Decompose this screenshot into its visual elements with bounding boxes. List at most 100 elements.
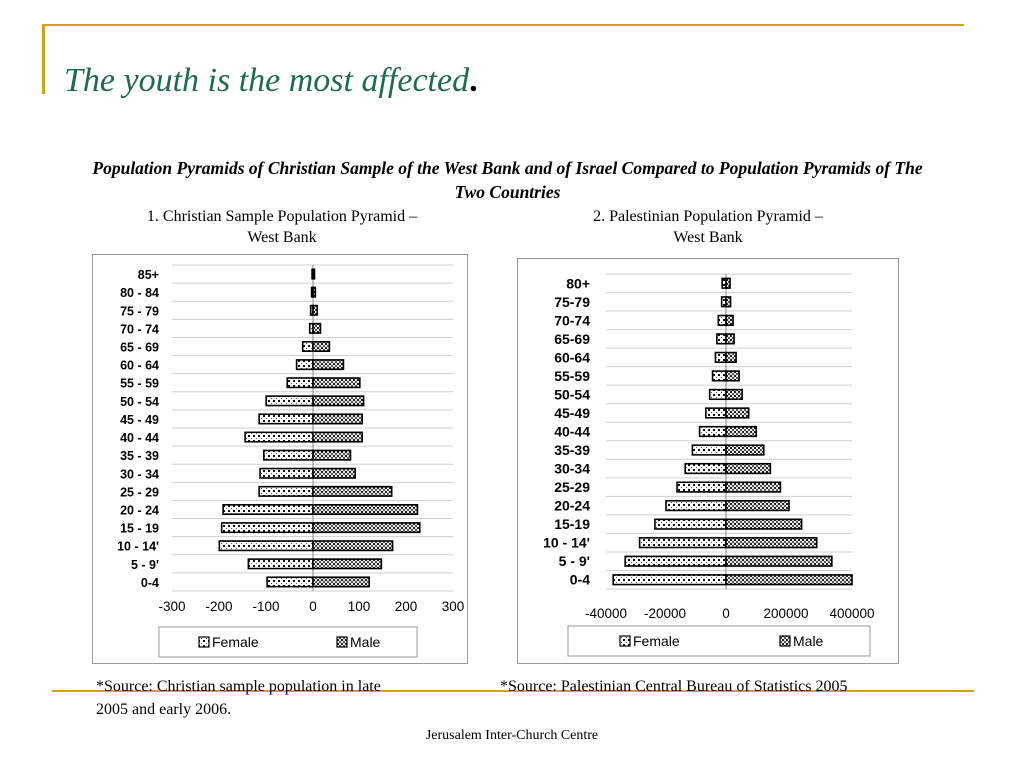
male-bar — [725, 555, 833, 567]
male-bar — [725, 388, 743, 401]
legend-male-swatch — [336, 636, 348, 648]
female-bar — [258, 485, 314, 497]
x-tick-label: -200 — [205, 599, 232, 614]
category-label: 80 - 84 — [120, 286, 159, 300]
male-bar — [312, 467, 356, 479]
male-bar — [312, 449, 352, 461]
legend-male-swatch — [779, 635, 791, 647]
category-label: 40 - 44 — [120, 431, 159, 445]
left-source-note: *Source: Christian sample population in … — [96, 675, 476, 721]
category-label: 25-29 — [554, 479, 590, 495]
category-label: 80+ — [566, 275, 590, 291]
slide-subtitle: Population Pyramids of Christian Sample … — [92, 158, 923, 202]
category-label: 75-79 — [554, 294, 590, 310]
legend-female-label: Female — [212, 634, 259, 650]
female-bar — [218, 540, 314, 552]
top-accent-line — [42, 24, 964, 26]
left-source-line-1: *Source: Christian sample population in … — [96, 678, 381, 695]
category-label: 20 - 24 — [120, 504, 159, 518]
male-bar — [725, 314, 734, 326]
category-label: 75 - 79 — [120, 304, 159, 318]
slide-title: The youth is the most affected. — [64, 62, 478, 99]
left-chart-frame: 85+ 80 - 84 75 - 79 70 - 74 65 - 69 60 - 64 55… — [92, 254, 468, 664]
male-bar — [725, 407, 750, 419]
left-caption-line-2: West Bank — [247, 229, 317, 246]
left-source-line-2: 2005 and early 2006. — [96, 701, 232, 718]
x-tick-label: -100 — [252, 599, 279, 614]
male-bar — [312, 322, 322, 334]
female-bar — [711, 370, 727, 382]
legend-box — [567, 625, 871, 657]
male-bar — [312, 576, 371, 588]
male-bar — [312, 558, 383, 570]
female-bar — [676, 481, 727, 493]
female-bar — [222, 503, 314, 516]
category-label: 55-59 — [554, 368, 590, 384]
female-bar — [295, 359, 314, 371]
legend-female-swatch — [619, 635, 631, 647]
female-bar — [716, 333, 727, 345]
male-bar — [725, 500, 790, 512]
female-bar — [714, 351, 727, 363]
category-label: 50 - 54 — [120, 395, 159, 409]
male-bar — [725, 537, 818, 549]
female-bar — [247, 558, 314, 570]
male-bar — [312, 540, 394, 552]
male-bar — [312, 431, 363, 443]
category-label: 15-19 — [554, 516, 590, 532]
category-label: 40-44 — [554, 424, 590, 440]
male-bar — [725, 425, 758, 438]
category-label: 25 - 29 — [120, 485, 159, 499]
category-label: 45-49 — [554, 405, 590, 421]
category-label: 30-34 — [554, 461, 590, 477]
right-caption-line-2: West Bank — [673, 229, 743, 246]
female-bar — [638, 537, 727, 549]
male-bar — [725, 462, 772, 475]
category-label: 30 - 34 — [120, 467, 159, 481]
female-bar — [654, 518, 727, 530]
x-tick-label: 300 — [442, 599, 465, 614]
male-bar — [725, 444, 765, 456]
category-label: 65 - 69 — [120, 341, 159, 355]
category-label: 15 - 19 — [120, 522, 159, 536]
male-bar — [312, 377, 361, 389]
female-bar — [286, 377, 314, 389]
category-label: 70-74 — [554, 312, 590, 328]
legend-male-label: Male — [350, 634, 381, 650]
female-bar — [624, 555, 727, 567]
category-label: 10 - 14' — [543, 535, 590, 551]
category-label: 70 - 74 — [120, 322, 159, 336]
male-bar — [312, 304, 319, 316]
female-bar — [612, 574, 727, 586]
female-bar — [698, 425, 727, 438]
x-tick-label: -40000 — [585, 606, 627, 621]
male-bar — [725, 296, 732, 308]
female-bar — [220, 522, 314, 534]
category-label: 35-39 — [554, 442, 590, 458]
footer-text: Jerusalem Inter-Church Centre — [425, 728, 599, 743]
x-tick-label: -300 — [158, 599, 185, 614]
female-bar — [301, 340, 314, 353]
male-bar — [725, 574, 853, 586]
male-bar — [312, 503, 419, 516]
x-tick-label: 0 — [309, 599, 317, 614]
female-bar — [684, 462, 727, 475]
category-label: 50-54 — [554, 386, 590, 402]
male-bar — [312, 395, 365, 407]
female-bar — [265, 395, 314, 407]
male-bar — [725, 481, 782, 493]
female-bar — [259, 467, 314, 479]
male-bar — [312, 359, 345, 371]
left-caption-line-1: 1. Christian Sample Population Pyramid – — [146, 208, 418, 225]
x-tick-label: 0 — [722, 606, 730, 621]
female-bar — [717, 314, 727, 326]
category-label: 5 - 9' — [131, 558, 159, 572]
right-chart-frame: 80+ 75-79 70-74 65-69 60-64 55-59 50-54 45-49 40… — [517, 258, 899, 664]
legend-female-label: Female — [633, 633, 680, 649]
category-label: 35 - 39 — [120, 449, 159, 463]
category-label: 55 - 59 — [120, 377, 159, 391]
female-bar — [266, 576, 314, 588]
male-bar — [725, 333, 735, 345]
category-label: 60-64 — [554, 349, 590, 365]
female-bar — [244, 431, 314, 443]
